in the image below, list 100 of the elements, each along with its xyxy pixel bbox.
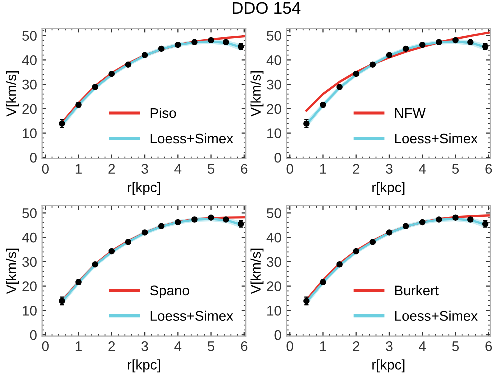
x-tick-label: 2 bbox=[108, 342, 116, 352]
x-tick-label: 5 bbox=[208, 342, 215, 352]
x-tick-label: 6 bbox=[486, 164, 492, 174]
x-tick-label: 2 bbox=[108, 164, 116, 174]
point bbox=[142, 52, 148, 58]
point bbox=[353, 70, 360, 78]
point bbox=[175, 219, 182, 226]
point bbox=[436, 39, 442, 46]
y-tick-label: 20 bbox=[22, 282, 37, 292]
legend-label: Loess+Simex bbox=[150, 310, 234, 322]
point bbox=[336, 262, 343, 268]
x-tick-label: 0 bbox=[286, 164, 294, 174]
y-axis-title: V[km/s] bbox=[250, 72, 264, 117]
y-tick-label: 0 bbox=[274, 330, 282, 340]
x-tick-label: 5 bbox=[208, 164, 215, 174]
point bbox=[386, 230, 393, 236]
point bbox=[158, 223, 165, 230]
point bbox=[468, 39, 474, 46]
legend-label: Burkert bbox=[395, 285, 439, 296]
x-tick-label: 6 bbox=[486, 342, 492, 352]
point bbox=[158, 46, 165, 52]
x-tick-label: 1 bbox=[320, 164, 326, 174]
legend-label: NFW bbox=[395, 108, 426, 118]
x-tick-label: 3 bbox=[386, 342, 393, 352]
point bbox=[402, 223, 410, 230]
x-tick-label: 3 bbox=[142, 164, 148, 174]
point bbox=[370, 239, 376, 246]
y-tick-label: 10 bbox=[268, 306, 282, 316]
point bbox=[108, 248, 116, 255]
point bbox=[370, 62, 376, 68]
y-tick-label: 10 bbox=[23, 128, 37, 138]
y-tick-label: 20 bbox=[267, 282, 282, 292]
point bbox=[108, 70, 116, 78]
legend-label: Loess+Simex bbox=[395, 133, 478, 144]
x-tick-label: 4 bbox=[174, 342, 182, 352]
point bbox=[192, 216, 198, 223]
x-tick-label: 1 bbox=[320, 342, 326, 352]
point bbox=[142, 230, 148, 236]
y-tick-label: 30 bbox=[22, 257, 37, 268]
point bbox=[353, 248, 360, 255]
point bbox=[436, 216, 442, 223]
y-tick-label: 0 bbox=[30, 330, 37, 340]
y-tick-label: 10 bbox=[23, 306, 37, 316]
point bbox=[125, 239, 132, 246]
point bbox=[223, 39, 230, 46]
y-tick-label: 50 bbox=[22, 208, 37, 218]
legend-label: Loess+Simex bbox=[395, 310, 478, 322]
x-tick-label: 4 bbox=[419, 342, 426, 352]
point bbox=[419, 42, 426, 48]
y-axis-title: V[km/s] bbox=[6, 72, 20, 117]
y-tick-label: 50 bbox=[267, 208, 282, 218]
y-axis-title: V[km/s] bbox=[250, 248, 264, 294]
x-tick-label: 2 bbox=[353, 164, 360, 174]
point bbox=[208, 37, 214, 44]
x-tick-label: 6 bbox=[241, 342, 248, 352]
point bbox=[402, 46, 410, 52]
point bbox=[386, 52, 393, 58]
x-tick-label: 0 bbox=[42, 164, 49, 174]
point bbox=[468, 216, 474, 223]
point bbox=[192, 39, 198, 46]
x-tick-label: 5 bbox=[452, 164, 460, 174]
legend-label: Piso bbox=[150, 108, 176, 118]
y-tick-label: 40 bbox=[266, 232, 282, 243]
point bbox=[419, 219, 426, 226]
y-tick-label: 50 bbox=[267, 31, 282, 41]
y-tick-label: 30 bbox=[267, 80, 282, 90]
x-tick-label: 4 bbox=[419, 164, 426, 174]
y-tick-label: 40 bbox=[266, 56, 282, 66]
y-tick-label: 40 bbox=[22, 56, 37, 66]
y-axis-title: V[km/s] bbox=[6, 248, 20, 294]
x-axis-title: r[kpc] bbox=[128, 182, 160, 196]
y-tick-label: 50 bbox=[22, 31, 37, 41]
y-tick-label: 0 bbox=[30, 153, 37, 163]
x-tick-label: 0 bbox=[42, 342, 49, 352]
point bbox=[452, 214, 459, 221]
point bbox=[92, 262, 98, 268]
x-tick-label: 1 bbox=[76, 342, 82, 352]
point bbox=[125, 62, 132, 68]
x-tick-label: 5 bbox=[452, 342, 460, 352]
point bbox=[223, 216, 230, 223]
x-tick-label: 3 bbox=[142, 342, 148, 352]
point bbox=[92, 84, 98, 90]
x-tick-label: 3 bbox=[386, 164, 393, 174]
x-tick-label: 1 bbox=[76, 164, 82, 174]
point bbox=[175, 42, 182, 48]
x-tick-label: 0 bbox=[286, 342, 294, 352]
y-tick-label: 30 bbox=[267, 257, 282, 268]
y-tick-label: 20 bbox=[22, 104, 37, 114]
x-axis-title: r[kpc] bbox=[372, 182, 405, 196]
x-axis-title: r[kpc] bbox=[128, 360, 160, 373]
y-tick-label: 30 bbox=[22, 80, 37, 90]
x-axis-title: r[kpc] bbox=[372, 360, 405, 373]
point bbox=[336, 84, 343, 90]
chart-title: DDO 154 bbox=[233, 2, 301, 14]
x-tick-label: 6 bbox=[241, 164, 248, 174]
x-tick-label: 4 bbox=[174, 164, 182, 174]
point bbox=[208, 214, 214, 221]
x-tick-label: 2 bbox=[353, 342, 360, 352]
y-tick-label: 40 bbox=[22, 232, 37, 243]
y-tick-label: 20 bbox=[267, 104, 282, 114]
